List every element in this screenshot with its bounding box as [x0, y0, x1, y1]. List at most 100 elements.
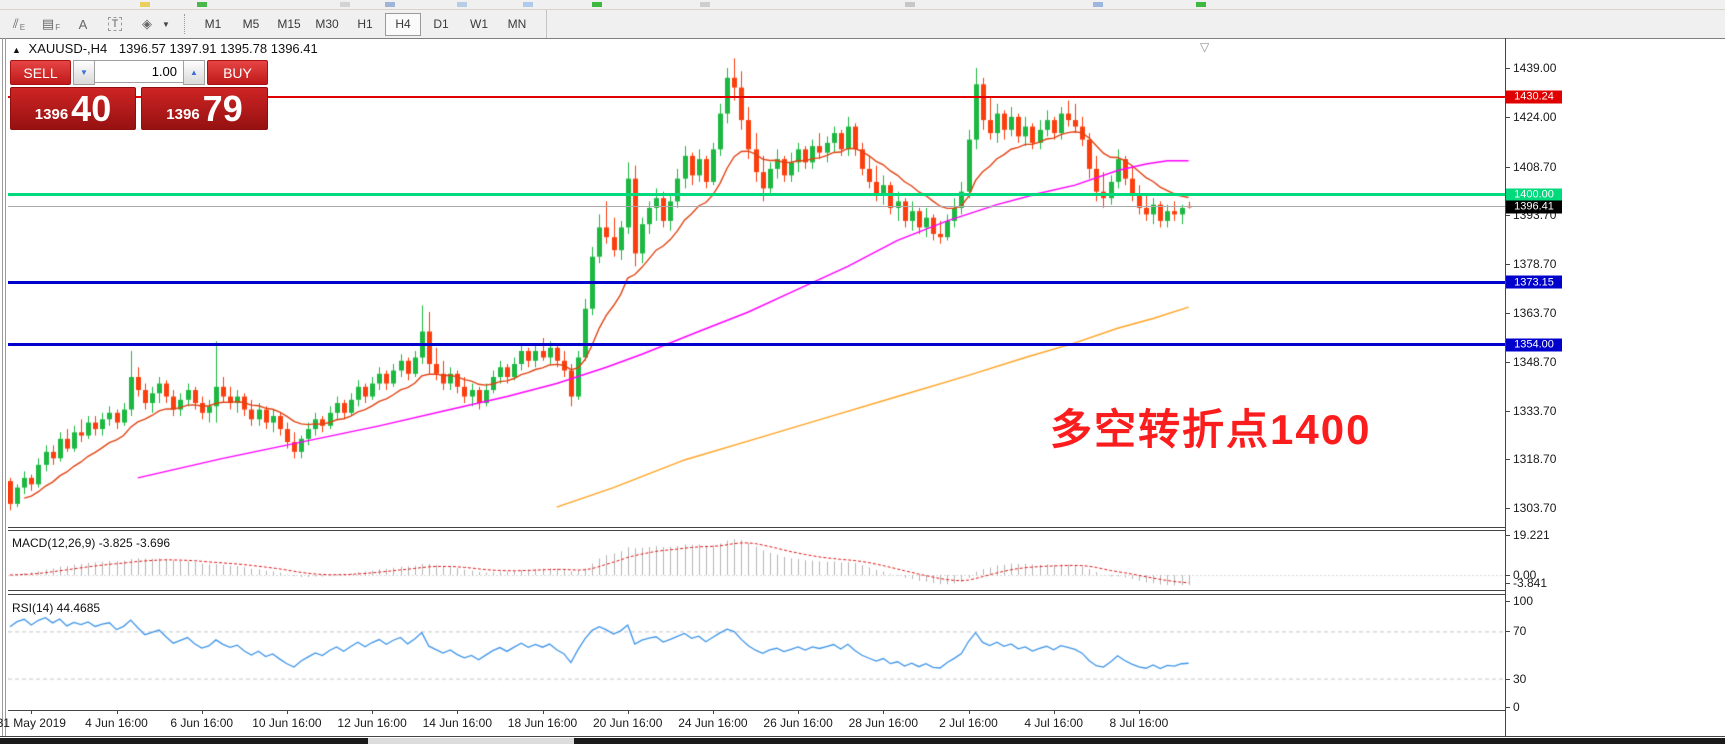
price-flag-1430.24: 1430.24: [1506, 90, 1562, 104]
price-chart-canvas[interactable]: [8, 57, 1505, 527]
date-tick: [201, 710, 203, 714]
clipped-bottom-gap: [368, 738, 574, 744]
date-tick: [286, 710, 288, 714]
date-label: 14 Jun 16:00: [422, 716, 492, 730]
date-label: 26 Jun 16:00: [763, 716, 833, 730]
panel-border: [8, 710, 1505, 711]
date-tick: [1138, 710, 1140, 714]
volume-increase-button[interactable]: ▲: [183, 60, 205, 85]
buy-button[interactable]: BUY: [206, 60, 268, 85]
price-tick-label: 1348.70: [1513, 354, 1557, 369]
clipped-bottom-window: [574, 738, 1725, 744]
indicator-tick-label: 70: [1513, 624, 1527, 639]
chevron-down-icon[interactable]: ▼: [162, 19, 170, 29]
date-label: 4 Jul 16:00: [1024, 716, 1084, 730]
date-label: 2 Jul 16:00: [939, 716, 998, 730]
bid-price-big-digits: 40: [71, 88, 112, 129]
indicators-expert-icon[interactable]: ⫽ E: [12, 16, 26, 32]
timeframe-toolbar: M1 M5 M15 M30 H1 H4 D1 W1 MN: [194, 12, 536, 36]
horizontal-line-1354.00[interactable]: [8, 343, 1505, 346]
price-flag-1373.15: 1373.15: [1506, 275, 1562, 289]
date-label: 20 Jun 16:00: [592, 716, 663, 730]
sell-button[interactable]: SELL: [10, 60, 72, 85]
horizontal-line-1400.00[interactable]: [8, 193, 1505, 197]
date-label: 6 Jun 16:00: [170, 716, 234, 730]
volume-input[interactable]: [95, 60, 183, 83]
timeframe-button-m1[interactable]: M1: [204, 17, 222, 31]
horizontal-line-1396.41[interactable]: [8, 206, 1505, 208]
timeframe-button-m15[interactable]: M15: [277, 17, 301, 31]
indicator-tick: [1505, 601, 1510, 602]
clipped-icon-fragment: [385, 2, 395, 7]
timeframe-button-mn[interactable]: MN: [507, 17, 527, 31]
text-box-icon[interactable]: T: [102, 13, 128, 35]
price-tick: [1505, 361, 1510, 363]
price-tick: [1505, 312, 1510, 314]
clipped-icon-fragment: [1093, 2, 1103, 7]
horizontal-line-1373.15[interactable]: [8, 280, 1505, 284]
panel-border: [8, 527, 1505, 528]
price-tick: [1505, 215, 1510, 217]
date-label: 10 Jun 16:00: [252, 716, 322, 730]
date-label: 24 Jun 16:00: [678, 716, 748, 730]
timeframe-button-h4[interactable]: H4: [385, 12, 421, 36]
timeframe-button-h1[interactable]: H1: [357, 17, 373, 31]
indicator-tick: [1505, 535, 1510, 536]
text-annotation-icon[interactable]: A: [78, 16, 88, 32]
clipped-bottom-window: [0, 738, 368, 744]
timeframe-button-w1[interactable]: W1: [470, 17, 488, 31]
bid-price-box[interactable]: 1396 40: [10, 87, 137, 130]
chart-title: ▲ XAUUSD-,H4 1396.57 1397.91 1395.78 139…: [12, 41, 318, 56]
indicator-tick-label: 19.221: [1513, 528, 1550, 542]
price-tick: [1505, 508, 1510, 510]
collapse-panel-icon[interactable]: ▲: [12, 45, 21, 55]
window-border: [0, 736, 1725, 737]
timeframe-button-m30[interactable]: M30: [315, 17, 339, 31]
drawing-tools-group: ⫽ E ▤ F A T ◈: [0, 13, 160, 35]
timeframe-button-d1[interactable]: D1: [433, 17, 449, 31]
price-tick-label: 1303.70: [1513, 501, 1557, 516]
clipped-icon-fragment: [523, 2, 533, 7]
chart-shift-marker: ▽: [1200, 40, 1210, 54]
clipped-icon-fragment: [1196, 2, 1206, 7]
volume-decrease-button[interactable]: ▼: [73, 60, 95, 85]
date-label: 18 Jun 16:00: [507, 716, 578, 730]
timeframe-button-m5[interactable]: M5: [242, 17, 260, 31]
date-label: 12 Jun 16:00: [337, 716, 407, 730]
horizontal-line-1430.24[interactable]: [8, 95, 1505, 98]
date-tick: [798, 710, 800, 714]
ask-price-prefix: 1396: [166, 106, 200, 123]
rsi-indicator-canvas[interactable]: [8, 594, 1505, 710]
clipped-toolbar-strip: [0, 0, 1725, 10]
clipped-icon-fragment: [905, 2, 915, 7]
price-flag-1396.41: 1396.41: [1506, 200, 1562, 214]
date-tick: [542, 710, 544, 714]
window-edge: [5, 38, 6, 736]
date-label: 4 Jun 16:00: [85, 716, 148, 730]
toolbar-separator: [546, 10, 547, 38]
date-label: 28 Jun 16:00: [848, 716, 918, 730]
price-tick: [1505, 410, 1510, 412]
one-click-trading-panel: SELL ▼ ▲ BUY 1396 40 1396 79: [10, 60, 268, 130]
symbol-period-label: XAUUSD-,H4: [28, 41, 108, 56]
cursor-crosshair-icon[interactable]: ◈: [142, 16, 152, 31]
date-tick: [457, 710, 459, 714]
clipped-icon-fragment: [592, 2, 602, 7]
panel-border: [8, 590, 1505, 591]
indicator-tick: [1505, 575, 1510, 576]
indicator-tick-label: -3.841: [1513, 576, 1548, 591]
ohlc-values: 1396.57 1397.91 1395.78 1396.41: [118, 41, 318, 56]
clipped-icon-fragment: [197, 2, 207, 7]
price-tick: [1505, 68, 1510, 70]
indicator-tick-label: 0.00: [1513, 568, 1537, 582]
date-tick: [883, 710, 885, 714]
macd-indicator-canvas[interactable]: [8, 530, 1505, 590]
date-tick: [372, 710, 374, 714]
grid-properties-icon[interactable]: ▤ F: [41, 16, 61, 32]
ask-price-box[interactable]: 1396 79: [141, 87, 268, 130]
date-tick: [627, 710, 629, 714]
clipped-icon-fragment: [700, 2, 710, 7]
axis-border: [1505, 38, 1506, 736]
indicator-tick-label: 0: [1513, 700, 1520, 714]
